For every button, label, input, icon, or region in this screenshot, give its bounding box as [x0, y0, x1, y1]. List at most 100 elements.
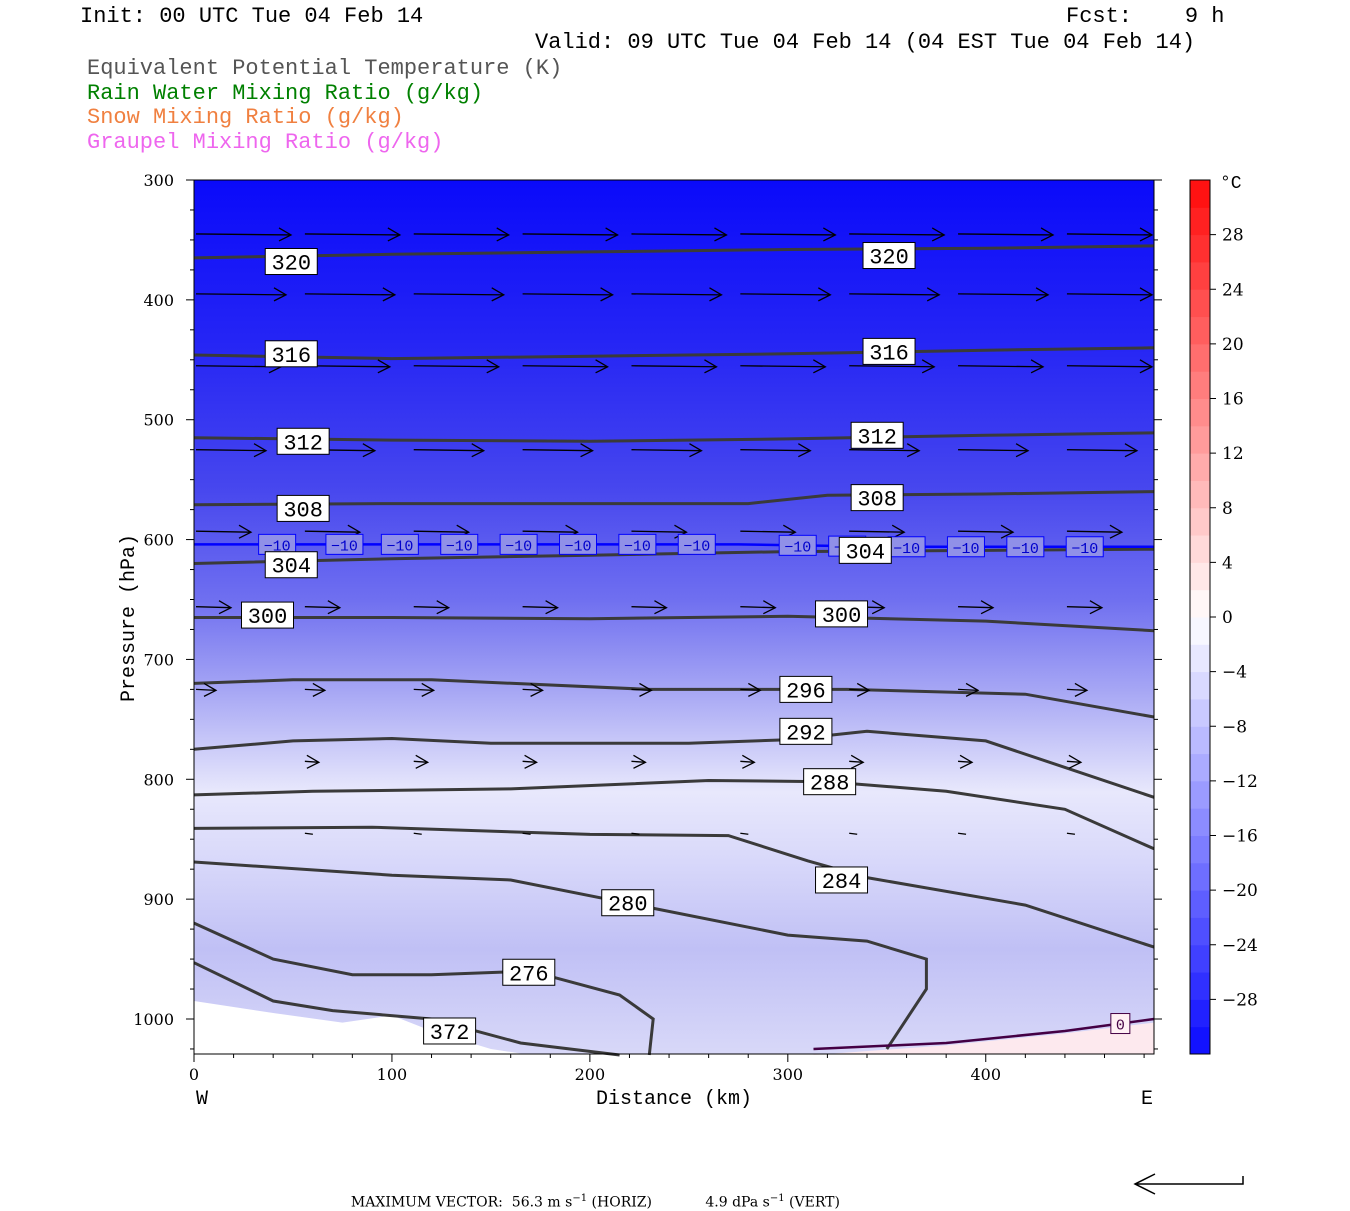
theta-e-label-text: 288 [810, 772, 850, 797]
colorbar-tick-label: 20 [1222, 335, 1244, 355]
wind-vector [849, 832, 858, 835]
theta-e-label: 316 [862, 337, 916, 366]
wind-vector [195, 682, 218, 697]
colorbar-cell [1190, 698, 1210, 727]
colorbar-cell [1190, 289, 1210, 318]
wind-vector [849, 524, 906, 539]
wind-vector [304, 754, 321, 769]
theta-e-label: 320 [862, 242, 916, 271]
temperature-label: −10 [325, 533, 364, 555]
wind-vector [631, 682, 653, 697]
colorbar-cell [1190, 671, 1210, 700]
wind-vector [1066, 287, 1154, 302]
colorbar-cell [1190, 617, 1210, 645]
wind-vector [631, 359, 718, 374]
y-axis-label: Pressure (hPa) [118, 534, 141, 702]
wind-vector [522, 754, 538, 769]
wind-vector [413, 600, 451, 615]
colorbar-cell [1190, 972, 1210, 1000]
y-tick-label: 500 [143, 411, 174, 430]
colorbar-cell [1190, 780, 1210, 809]
colorbar-tick-label: 28 [1222, 226, 1244, 246]
wind-vector [740, 443, 812, 458]
wind-vector [1066, 227, 1154, 242]
x-tick-label: 100 [377, 1065, 408, 1084]
theta-e-contour-288 [193, 778, 1155, 851]
svg-text:−10: −10 [624, 538, 651, 555]
temperature-label: −10 [946, 536, 985, 558]
wind-vector [849, 754, 865, 769]
colorbar-cell [1190, 425, 1210, 454]
x-tick-label: 200 [575, 1065, 606, 1084]
wind-vector [958, 227, 1055, 242]
theta-e-contour-280 [193, 860, 928, 1050]
wind-vector [958, 443, 1030, 458]
colorbar-cell [1190, 562, 1210, 591]
svg-text:−10: −10 [683, 538, 710, 555]
colorbar-tick-label: 4 [1222, 553, 1233, 573]
theta-e-label: 280 [601, 889, 655, 918]
y-tick-label: 700 [143, 650, 174, 669]
temperature-label: −10 [778, 534, 817, 556]
wind-vector [958, 359, 1045, 374]
wind-vector [849, 287, 941, 302]
colorbar-cell [1190, 808, 1210, 836]
colorbar-cell [1190, 234, 1210, 263]
x-tick-label: 0 [189, 1065, 199, 1084]
wind-vector [195, 287, 288, 302]
theta-e-label: 300 [241, 601, 295, 630]
colorbar-tick-label: 8 [1222, 499, 1233, 519]
theta-e-label-text: 372 [430, 1021, 470, 1046]
colorbar-tick-label: −4 [1222, 663, 1247, 683]
colorbar-cell [1190, 917, 1210, 946]
svg-text:−10: −10 [331, 538, 358, 555]
colorbar-tick-label: 16 [1222, 390, 1244, 410]
theta-e-contour-300 [194, 614, 1155, 633]
colorbar-tick-label: 12 [1222, 444, 1244, 464]
svg-text:−10: −10 [264, 538, 291, 555]
theta-e-label-text: 304 [271, 555, 311, 580]
theta-e-label: 308 [276, 494, 330, 523]
max-vector-horiz: 56.3 m s [511, 1194, 573, 1211]
theta-e-label-text: 296 [786, 679, 826, 704]
temperature-label: −10 [1065, 536, 1104, 558]
colorbar-cell [1190, 644, 1210, 673]
colorbar-cell [1190, 343, 1210, 372]
temperature-contour-0 [813, 1017, 1155, 1051]
wind-vector [957, 832, 967, 835]
colorbar-cell [1190, 180, 1210, 208]
theta-e-label: 300 [815, 600, 869, 629]
max-vector-vert-unit: (VERT) [789, 1194, 840, 1211]
theta-e-label: 304 [264, 551, 318, 580]
wind-vector [304, 287, 397, 302]
wind-vector [849, 682, 871, 697]
wind-vector [1066, 359, 1154, 374]
svg-text:−10: −10 [1071, 541, 1098, 558]
colorbar-cell [1190, 207, 1210, 236]
wind-vector [1066, 524, 1124, 539]
max-vector-vert-exp: −1 [769, 1193, 785, 1204]
colorbar-cell [1190, 589, 1210, 618]
svg-text:−10: −10 [446, 538, 473, 555]
colorbar-cell [1190, 480, 1210, 509]
svg-text:−10: −10 [784, 539, 811, 556]
theta-e-contour-320 [193, 244, 1155, 260]
colorbar-tick-label: −28 [1222, 990, 1258, 1010]
max-vector-vert: 4.9 dPa s [705, 1194, 770, 1211]
theta-e-label-text: 276 [509, 962, 549, 987]
svg-text:−10: −10 [505, 538, 532, 555]
theta-e-label-text: 308 [283, 498, 323, 523]
wind-vector [740, 227, 837, 242]
wind-vector [1066, 600, 1104, 615]
wind-vector [740, 832, 749, 835]
theta-e-contour-292 [193, 729, 1155, 799]
x-axis-label: Distance (km) [596, 1088, 752, 1111]
colorbar-cell [1190, 453, 1210, 481]
colorbar-tick-label: 24 [1222, 280, 1244, 300]
y-tick-label: 600 [143, 531, 174, 550]
wind-vector [413, 682, 436, 697]
temperature-label: −10 [618, 533, 657, 555]
wind-vector [1066, 832, 1076, 835]
y-tick-label: 1000 [133, 1010, 174, 1029]
